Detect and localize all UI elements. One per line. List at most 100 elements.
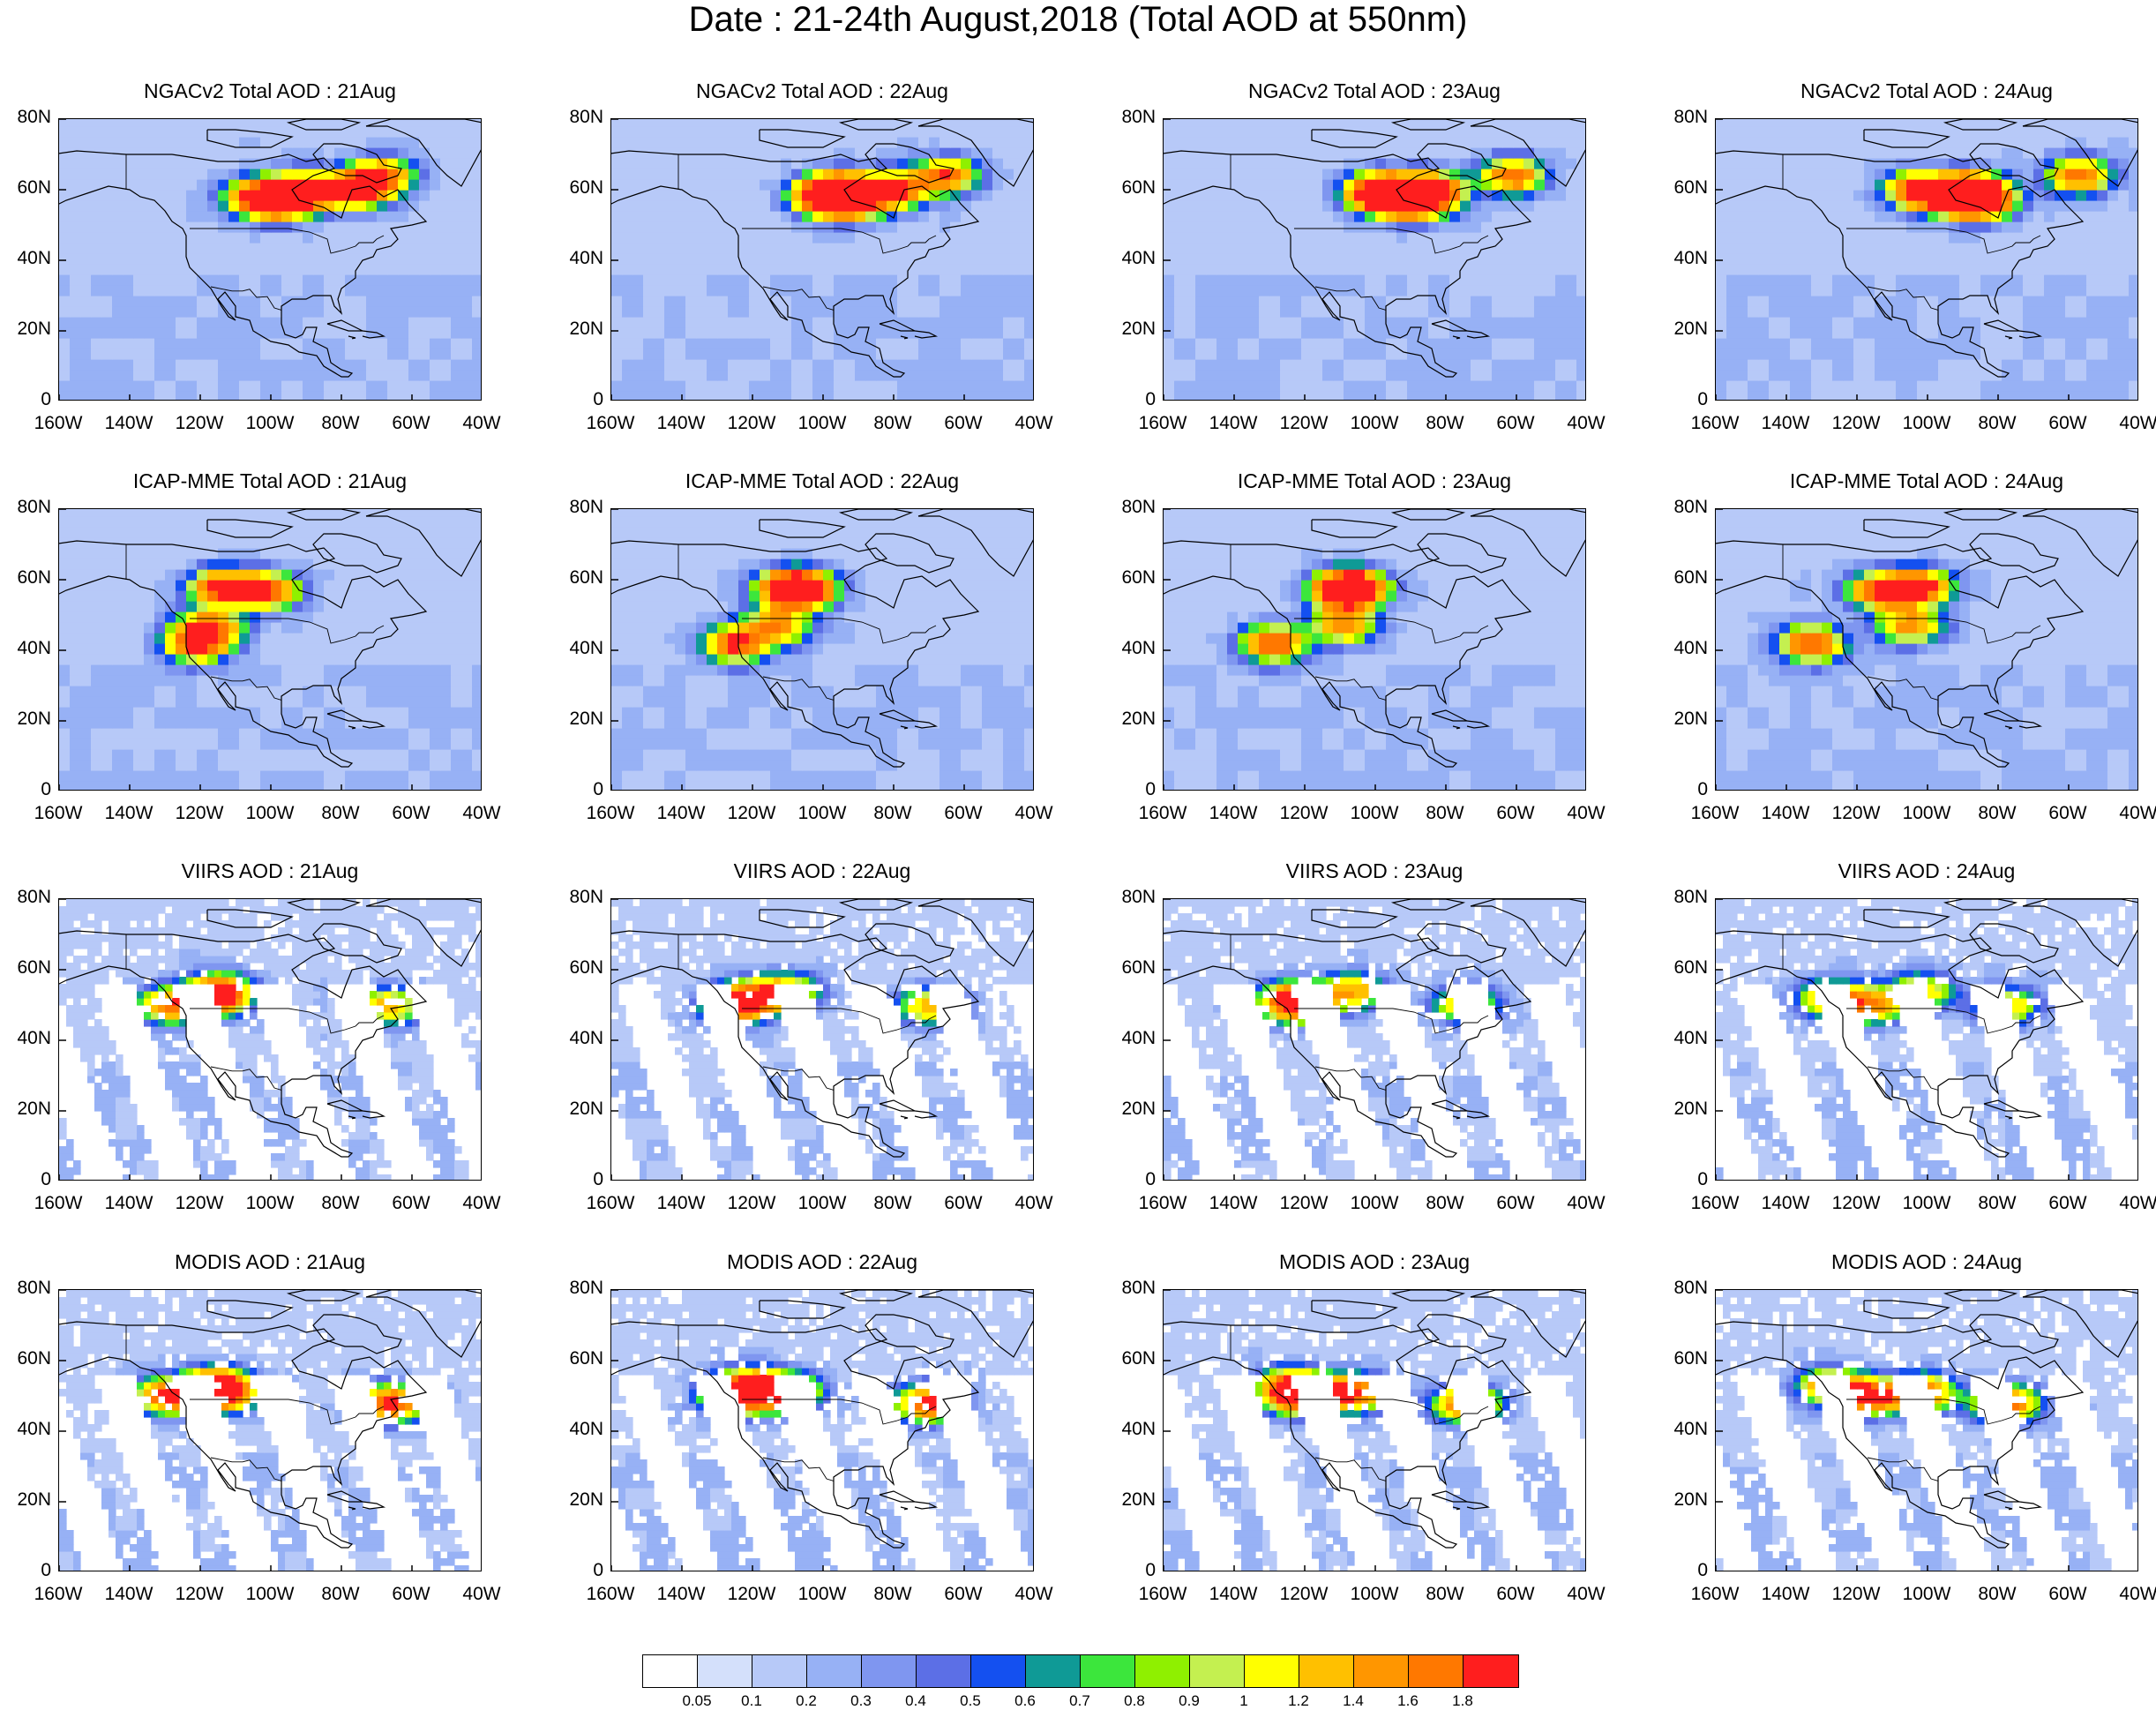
aod-cell (1545, 327, 1556, 339)
aod-cell (1216, 190, 1228, 201)
aod-cell (303, 243, 314, 254)
aod-cell (1716, 391, 1727, 400)
aod-cell (1344, 306, 1355, 318)
coastline (865, 143, 954, 184)
aod-cell (2086, 391, 2098, 400)
aod-cell (760, 317, 771, 328)
aod-cell (80, 359, 92, 371)
aod-cell (133, 306, 145, 318)
aod-cell (2044, 211, 2055, 222)
aod-cell (250, 317, 261, 328)
aod-cell (356, 243, 367, 254)
aod-cell (1174, 232, 1186, 244)
aod-cell (228, 126, 240, 138)
aod-cell (1322, 232, 1334, 244)
aod-cell (260, 380, 272, 392)
aod-cell (918, 190, 930, 201)
aod-cell (1502, 370, 1514, 381)
aod-cell (176, 126, 187, 138)
aod-cell (1843, 126, 1854, 138)
aod-cell (80, 264, 92, 275)
aod-cell (2129, 211, 2137, 222)
aod-cell (1843, 158, 1854, 169)
aod-cell (377, 696, 388, 708)
aod-cell (1726, 147, 1738, 159)
aod-cell (440, 749, 452, 761)
aod-cell (1545, 306, 1556, 318)
aod-cell (1460, 211, 1471, 222)
aod-cell (1959, 232, 1971, 244)
aod-cell (1471, 349, 1482, 360)
aod-cell (1471, 190, 1482, 201)
aod-cell (1003, 232, 1014, 244)
aod-cell (738, 391, 750, 400)
aod-cell (1726, 253, 1738, 265)
aod-cell (1365, 211, 1376, 222)
aod-cell (250, 306, 261, 318)
aod-cell (154, 296, 166, 307)
aod-cell (133, 370, 145, 381)
aod-cell (707, 253, 718, 265)
aod-cell (1822, 243, 1833, 254)
aod-cell (218, 119, 229, 127)
aod-cell (1970, 349, 1981, 360)
aod-cell (1566, 158, 1577, 169)
aod-cell (430, 675, 441, 686)
aod-cell (91, 274, 102, 286)
aod-cell (1449, 359, 1461, 371)
aod-cell (2044, 169, 2055, 180)
aod-cell (334, 781, 346, 790)
aod-cell (1195, 119, 1207, 127)
aod-cell (2097, 232, 2108, 244)
aod-cell (1174, 190, 1186, 201)
aod-cell (228, 243, 240, 254)
aod-cell (1502, 296, 1514, 307)
aod-cell (1843, 147, 1854, 159)
aod-cell (133, 274, 145, 286)
aod-cell (781, 296, 792, 307)
aod-cell (1227, 243, 1239, 254)
aod-cell (1970, 296, 1981, 307)
aod-cell (239, 147, 251, 159)
aod-cell (334, 200, 346, 212)
aod-cell (186, 306, 198, 318)
aod-cell (1269, 221, 1281, 233)
aod-cell (324, 126, 335, 138)
aod-cell (1396, 338, 1408, 349)
aod-cell (611, 211, 623, 222)
aod-cell (2129, 296, 2137, 307)
aod-cell (1555, 338, 1567, 349)
aod-cell (2086, 349, 2098, 360)
aod-cell (717, 243, 729, 254)
aod-cell (1248, 119, 1260, 127)
aod-cell (2033, 317, 2045, 328)
aod-cell (356, 370, 367, 381)
aod-cell (377, 728, 388, 739)
aod-cell (387, 190, 399, 201)
coastline (1716, 150, 2085, 378)
aod-cell (1248, 169, 1260, 180)
aod-cell (2086, 243, 2098, 254)
aod-cell (387, 749, 399, 761)
aod-cell (865, 285, 877, 296)
aod-cell (1906, 274, 1918, 286)
aod-cell (897, 359, 909, 371)
aod-cell (292, 338, 303, 349)
aod-cell (1545, 317, 1556, 328)
aod-cell (1822, 264, 1833, 275)
aod-cell (1280, 327, 1291, 339)
aod-cell (70, 200, 81, 212)
aod-cell (218, 380, 229, 392)
aod-cell (2129, 338, 2137, 349)
aod-cell (398, 781, 409, 790)
aod-cell (1864, 221, 1875, 233)
aod-cell (197, 728, 208, 739)
panel-title: NGACv2 Total AOD : 22Aug (696, 79, 948, 102)
aod-cell (675, 380, 686, 392)
aod-cell (728, 232, 739, 244)
aod-cell (844, 338, 856, 349)
aod-cell (440, 349, 452, 360)
aod-cell (154, 158, 166, 169)
aod-cell (1949, 200, 1960, 212)
aod-cell (2107, 296, 2119, 307)
